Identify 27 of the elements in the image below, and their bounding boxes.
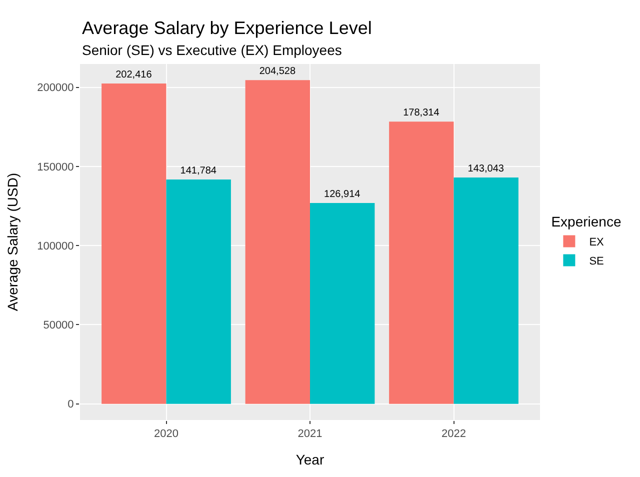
bar [102,84,166,404]
x-tick-label: 2022 [442,428,466,440]
bar [310,202,375,404]
x-tick-label: 2021 [298,428,322,440]
x-tick-label: 2020 [154,428,178,440]
data-label: 143,043 [468,163,504,174]
data-label: 126,914 [324,188,361,200]
y-axis-title: Average Salary (USD) [4,172,21,312]
y-tick-label: 100000 [37,240,74,252]
data-label: 204,528 [259,66,296,78]
data-label: 202,416 [116,70,152,81]
data-label: 141,784 [180,165,217,176]
chart-title: Average Salary by Experience Level [82,18,372,38]
y-tick-label: 200000 [37,82,74,94]
chart-subtitle: Senior (SE) vs Executive (EX) Employees [82,42,342,58]
bar [166,179,231,404]
bar [389,122,454,404]
bar [245,80,310,404]
bar [454,177,518,404]
legend-label: SE [589,255,604,268]
legend-title: Experience [551,214,622,230]
data-label: 178,314 [403,108,440,119]
y-tick-label: 150000 [37,161,74,174]
x-axis-title: Year [296,452,324,468]
legend-label: EX [589,236,605,248]
y-tick-label: 0 [68,398,74,411]
y-tick-label: 50000 [43,320,74,332]
